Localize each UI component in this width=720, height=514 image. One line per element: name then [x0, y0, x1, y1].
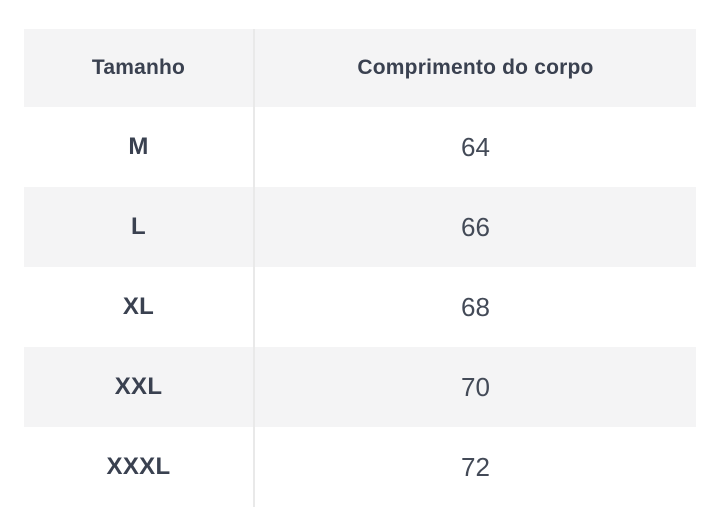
table-row: L 66 [24, 187, 696, 267]
body-length-cell: 64 [461, 131, 490, 162]
size-cell: XXL [24, 347, 255, 427]
column-header-size: Tamanho [24, 29, 255, 107]
table-row: M 64 [24, 107, 696, 187]
body-length-cell: 66 [461, 211, 490, 242]
size-cell: XL [24, 267, 255, 347]
table-row: XXXL 72 [24, 427, 696, 507]
body-length-cell: 70 [461, 371, 490, 402]
table-header-row: Tamanho Comprimento do corpo [24, 29, 696, 107]
size-cell: XXXL [24, 427, 255, 507]
body-length-cell: 68 [461, 291, 490, 322]
column-header-body-length: Comprimento do corpo [357, 56, 594, 79]
body-length-cell: 72 [461, 451, 490, 482]
size-chart-table: Tamanho Comprimento do corpo M 64 L 66 X… [24, 29, 696, 507]
table-row: XL 68 [24, 267, 696, 347]
size-cell: M [24, 107, 255, 187]
size-cell: L [24, 187, 255, 267]
table-row: XXL 70 [24, 347, 696, 427]
